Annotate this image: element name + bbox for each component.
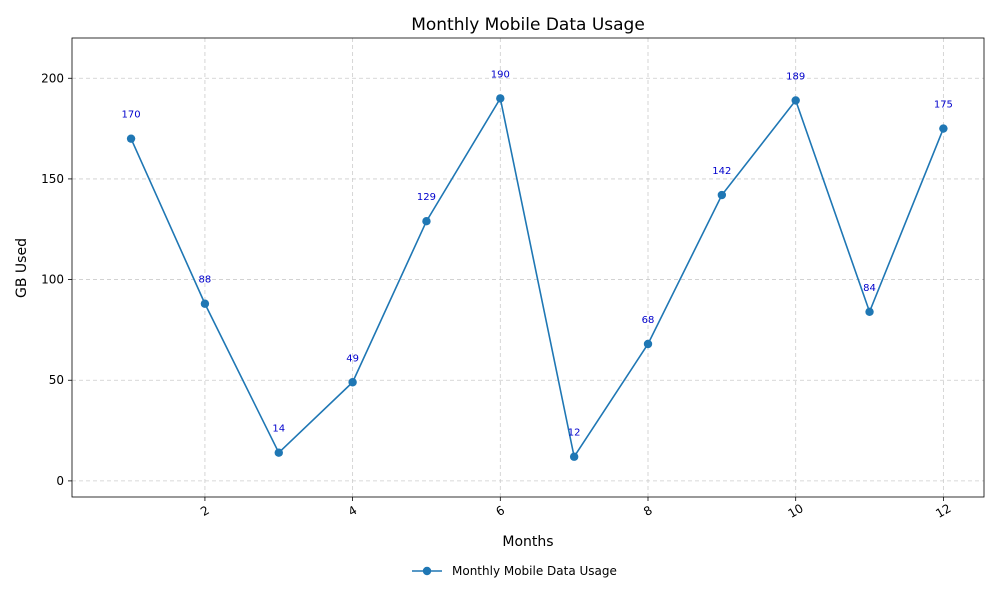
x-tick-label: 4 (346, 503, 360, 519)
grid (72, 38, 984, 497)
y-tick-label: 100 (41, 273, 64, 287)
data-point-label: 175 (934, 100, 953, 111)
data-point (126, 134, 136, 143)
data-point (865, 307, 874, 316)
series-line (130, 96, 945, 459)
y-tick-label: 50 (49, 373, 64, 387)
data-point-label: 189 (786, 71, 805, 82)
data-point-label: 190 (491, 69, 510, 80)
y-tick-label: 200 (41, 71, 64, 85)
y-tick-label: 0 (56, 474, 64, 488)
data-point (791, 96, 800, 105)
legend: Monthly Mobile Data Usage (412, 564, 617, 578)
data-labels: 170 88 14 49 129 190 12 68 142 189 84 175 (122, 69, 953, 438)
data-point-label: 129 (417, 192, 436, 203)
data-point (643, 339, 653, 349)
data-point (496, 94, 505, 103)
data-point-label: 142 (712, 166, 731, 177)
x-tick-label: 8 (641, 503, 655, 519)
data-point-label: 12 (568, 428, 581, 439)
y-axis-label: GB Used (14, 238, 30, 298)
chart-title: Monthly Mobile Data Usage (411, 15, 645, 35)
data-point-label: 170 (122, 110, 141, 121)
data-point-label: 49 (346, 353, 359, 364)
plot-frame (71, 37, 985, 498)
x-tick-label: 12 (933, 501, 953, 521)
data-point (200, 299, 210, 308)
data-point (939, 124, 948, 133)
series-layer (126, 94, 948, 461)
data-point-label: 14 (272, 424, 285, 435)
data-point (717, 190, 727, 200)
data-point (348, 378, 357, 387)
data-point (422, 216, 431, 226)
data-point-label: 68 (642, 315, 655, 326)
data-point-label: 84 (863, 283, 876, 294)
x-tick-label: 6 (493, 503, 507, 519)
data-point (569, 452, 579, 461)
x-tick-label: 10 (786, 501, 806, 521)
y-tick-label: 150 (41, 172, 64, 186)
legend-point-marker (422, 566, 432, 576)
legend-entry-label: Monthly Mobile Data Usage (452, 564, 617, 578)
data-point-label: 88 (199, 275, 212, 286)
x-axis-label: Months (502, 534, 553, 550)
x-tick-label: 2 (198, 503, 212, 519)
data-point (274, 448, 283, 457)
